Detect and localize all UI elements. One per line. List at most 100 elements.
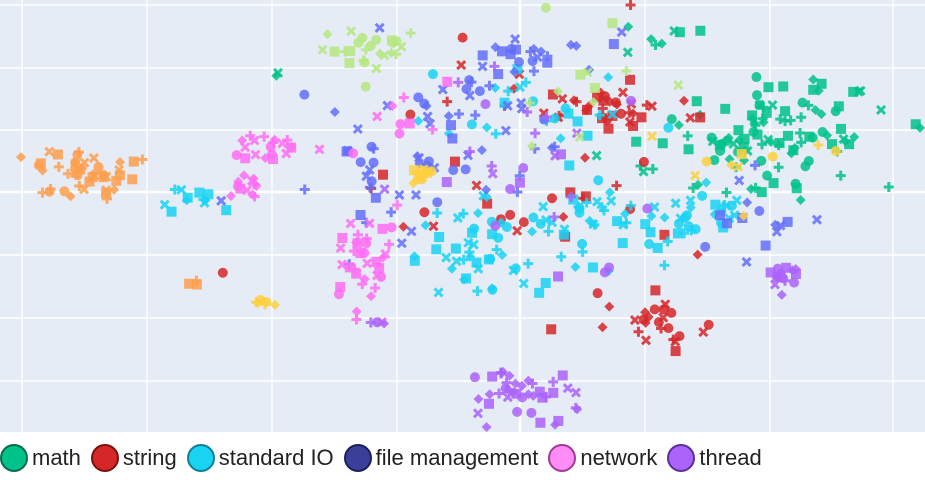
data-point-series-6 bbox=[93, 161, 104, 172]
data-point-math bbox=[804, 131, 815, 142]
data-point-thread bbox=[530, 128, 541, 139]
data-point-math bbox=[796, 137, 807, 148]
data-point-file-management bbox=[443, 110, 454, 121]
data-point-standard-IO bbox=[487, 229, 498, 240]
data-point-file-management bbox=[505, 49, 516, 60]
data-point-string bbox=[217, 267, 228, 278]
data-point-standard-IO bbox=[512, 64, 523, 75]
data-point-string bbox=[695, 112, 706, 123]
data-point-standard-IO bbox=[645, 227, 656, 238]
legend-item-thread[interactable]: thread bbox=[667, 444, 762, 472]
data-point-standard-IO bbox=[451, 256, 462, 267]
data-point-math bbox=[657, 138, 668, 149]
data-point-string bbox=[547, 193, 558, 204]
data-point-math bbox=[695, 25, 706, 36]
data-point-network bbox=[442, 76, 453, 87]
data-point-network bbox=[282, 134, 293, 145]
data-point-standard-IO bbox=[490, 128, 501, 139]
data-point-file-management bbox=[476, 145, 487, 156]
data-point-file-management bbox=[460, 164, 471, 175]
data-point-file-management bbox=[216, 195, 227, 206]
data-point-series-7 bbox=[379, 50, 390, 61]
data-point-file-management bbox=[542, 57, 553, 68]
data-point-string bbox=[636, 112, 647, 123]
data-point-file-management bbox=[470, 110, 481, 121]
data-point-file-management bbox=[413, 92, 424, 103]
legend-label-string: string bbox=[122, 445, 177, 470]
data-point-file-management bbox=[741, 256, 752, 268]
data-point-network bbox=[269, 134, 280, 145]
data-point-file-management bbox=[715, 210, 726, 221]
data-point-network bbox=[394, 128, 405, 139]
data-point-string bbox=[643, 312, 654, 323]
legend-item-standard-io[interactable]: standard IO bbox=[186, 444, 334, 472]
data-point-math bbox=[768, 178, 779, 189]
data-point-file-management bbox=[446, 120, 457, 131]
data-point-math bbox=[721, 187, 732, 198]
data-point-thread bbox=[548, 387, 559, 398]
data-point-network bbox=[247, 189, 258, 200]
legend-item-math[interactable]: math bbox=[0, 444, 81, 472]
data-point-standard-IO bbox=[673, 218, 684, 229]
data-point-series-6 bbox=[59, 186, 70, 197]
data-point-series-8 bbox=[408, 165, 419, 176]
legend-item-network[interactable]: network bbox=[548, 444, 657, 472]
data-point-thread bbox=[472, 408, 484, 419]
data-point-network bbox=[352, 229, 363, 240]
data-point-standard-IO bbox=[604, 187, 615, 198]
data-point-standard-IO bbox=[481, 122, 492, 133]
data-point-thread bbox=[473, 393, 484, 404]
data-point-standard-IO bbox=[485, 253, 496, 264]
data-point-network bbox=[380, 248, 391, 259]
data-point-file-management bbox=[423, 156, 434, 167]
data-point-math bbox=[622, 47, 633, 58]
data-point-math bbox=[673, 120, 684, 131]
data-point-series-8 bbox=[701, 156, 712, 167]
data-point-standard-IO bbox=[182, 192, 193, 203]
data-point-thread bbox=[562, 383, 573, 394]
data-point-string bbox=[592, 288, 603, 299]
data-point-series-6 bbox=[191, 275, 202, 286]
data-point-network bbox=[351, 306, 362, 317]
data-point-thread bbox=[553, 415, 564, 426]
data-point-math bbox=[765, 136, 776, 147]
legend: math string standard IO file management … bbox=[0, 436, 925, 480]
data-point-series-6 bbox=[15, 152, 26, 163]
data-point-thread bbox=[486, 160, 497, 171]
legend-item-string[interactable]: string bbox=[90, 444, 177, 472]
data-point-thread bbox=[510, 378, 521, 389]
data-point-series-6 bbox=[128, 156, 139, 167]
data-point-file-management bbox=[502, 100, 513, 111]
data-point-math bbox=[795, 194, 806, 205]
data-point-network bbox=[374, 263, 385, 274]
data-point-standard-IO bbox=[710, 199, 721, 210]
data-point-string bbox=[670, 346, 681, 357]
data-point-thread bbox=[789, 277, 800, 288]
data-point-standard-IO bbox=[685, 195, 696, 206]
legend-item-file-management[interactable]: file management bbox=[343, 444, 538, 472]
data-point-standard-IO bbox=[441, 252, 452, 263]
data-point-math bbox=[827, 139, 838, 150]
data-point-standard-IO bbox=[434, 232, 445, 243]
data-point-series-8 bbox=[647, 131, 658, 142]
data-point-series-7 bbox=[371, 34, 382, 45]
data-point-thread bbox=[523, 389, 534, 400]
data-point-standard-IO bbox=[556, 251, 567, 262]
data-point-network bbox=[240, 153, 251, 164]
data-point-file-management bbox=[368, 143, 379, 154]
data-point-string bbox=[625, 74, 636, 85]
data-point-standard-IO bbox=[493, 232, 504, 243]
data-point-network bbox=[226, 190, 237, 201]
data-point-math bbox=[716, 138, 727, 149]
data-point-math bbox=[733, 125, 744, 136]
data-point-file-management bbox=[366, 176, 377, 187]
data-point-thread bbox=[570, 387, 582, 398]
data-point-file-management bbox=[437, 84, 448, 95]
data-point-math bbox=[756, 155, 767, 166]
data-point-thread bbox=[484, 389, 495, 400]
data-point-math bbox=[754, 100, 765, 111]
data-point-standard-IO bbox=[646, 211, 657, 222]
data-point-math bbox=[683, 144, 694, 155]
data-point-series-7 bbox=[358, 55, 369, 66]
data-point-standard-IO bbox=[452, 212, 463, 224]
